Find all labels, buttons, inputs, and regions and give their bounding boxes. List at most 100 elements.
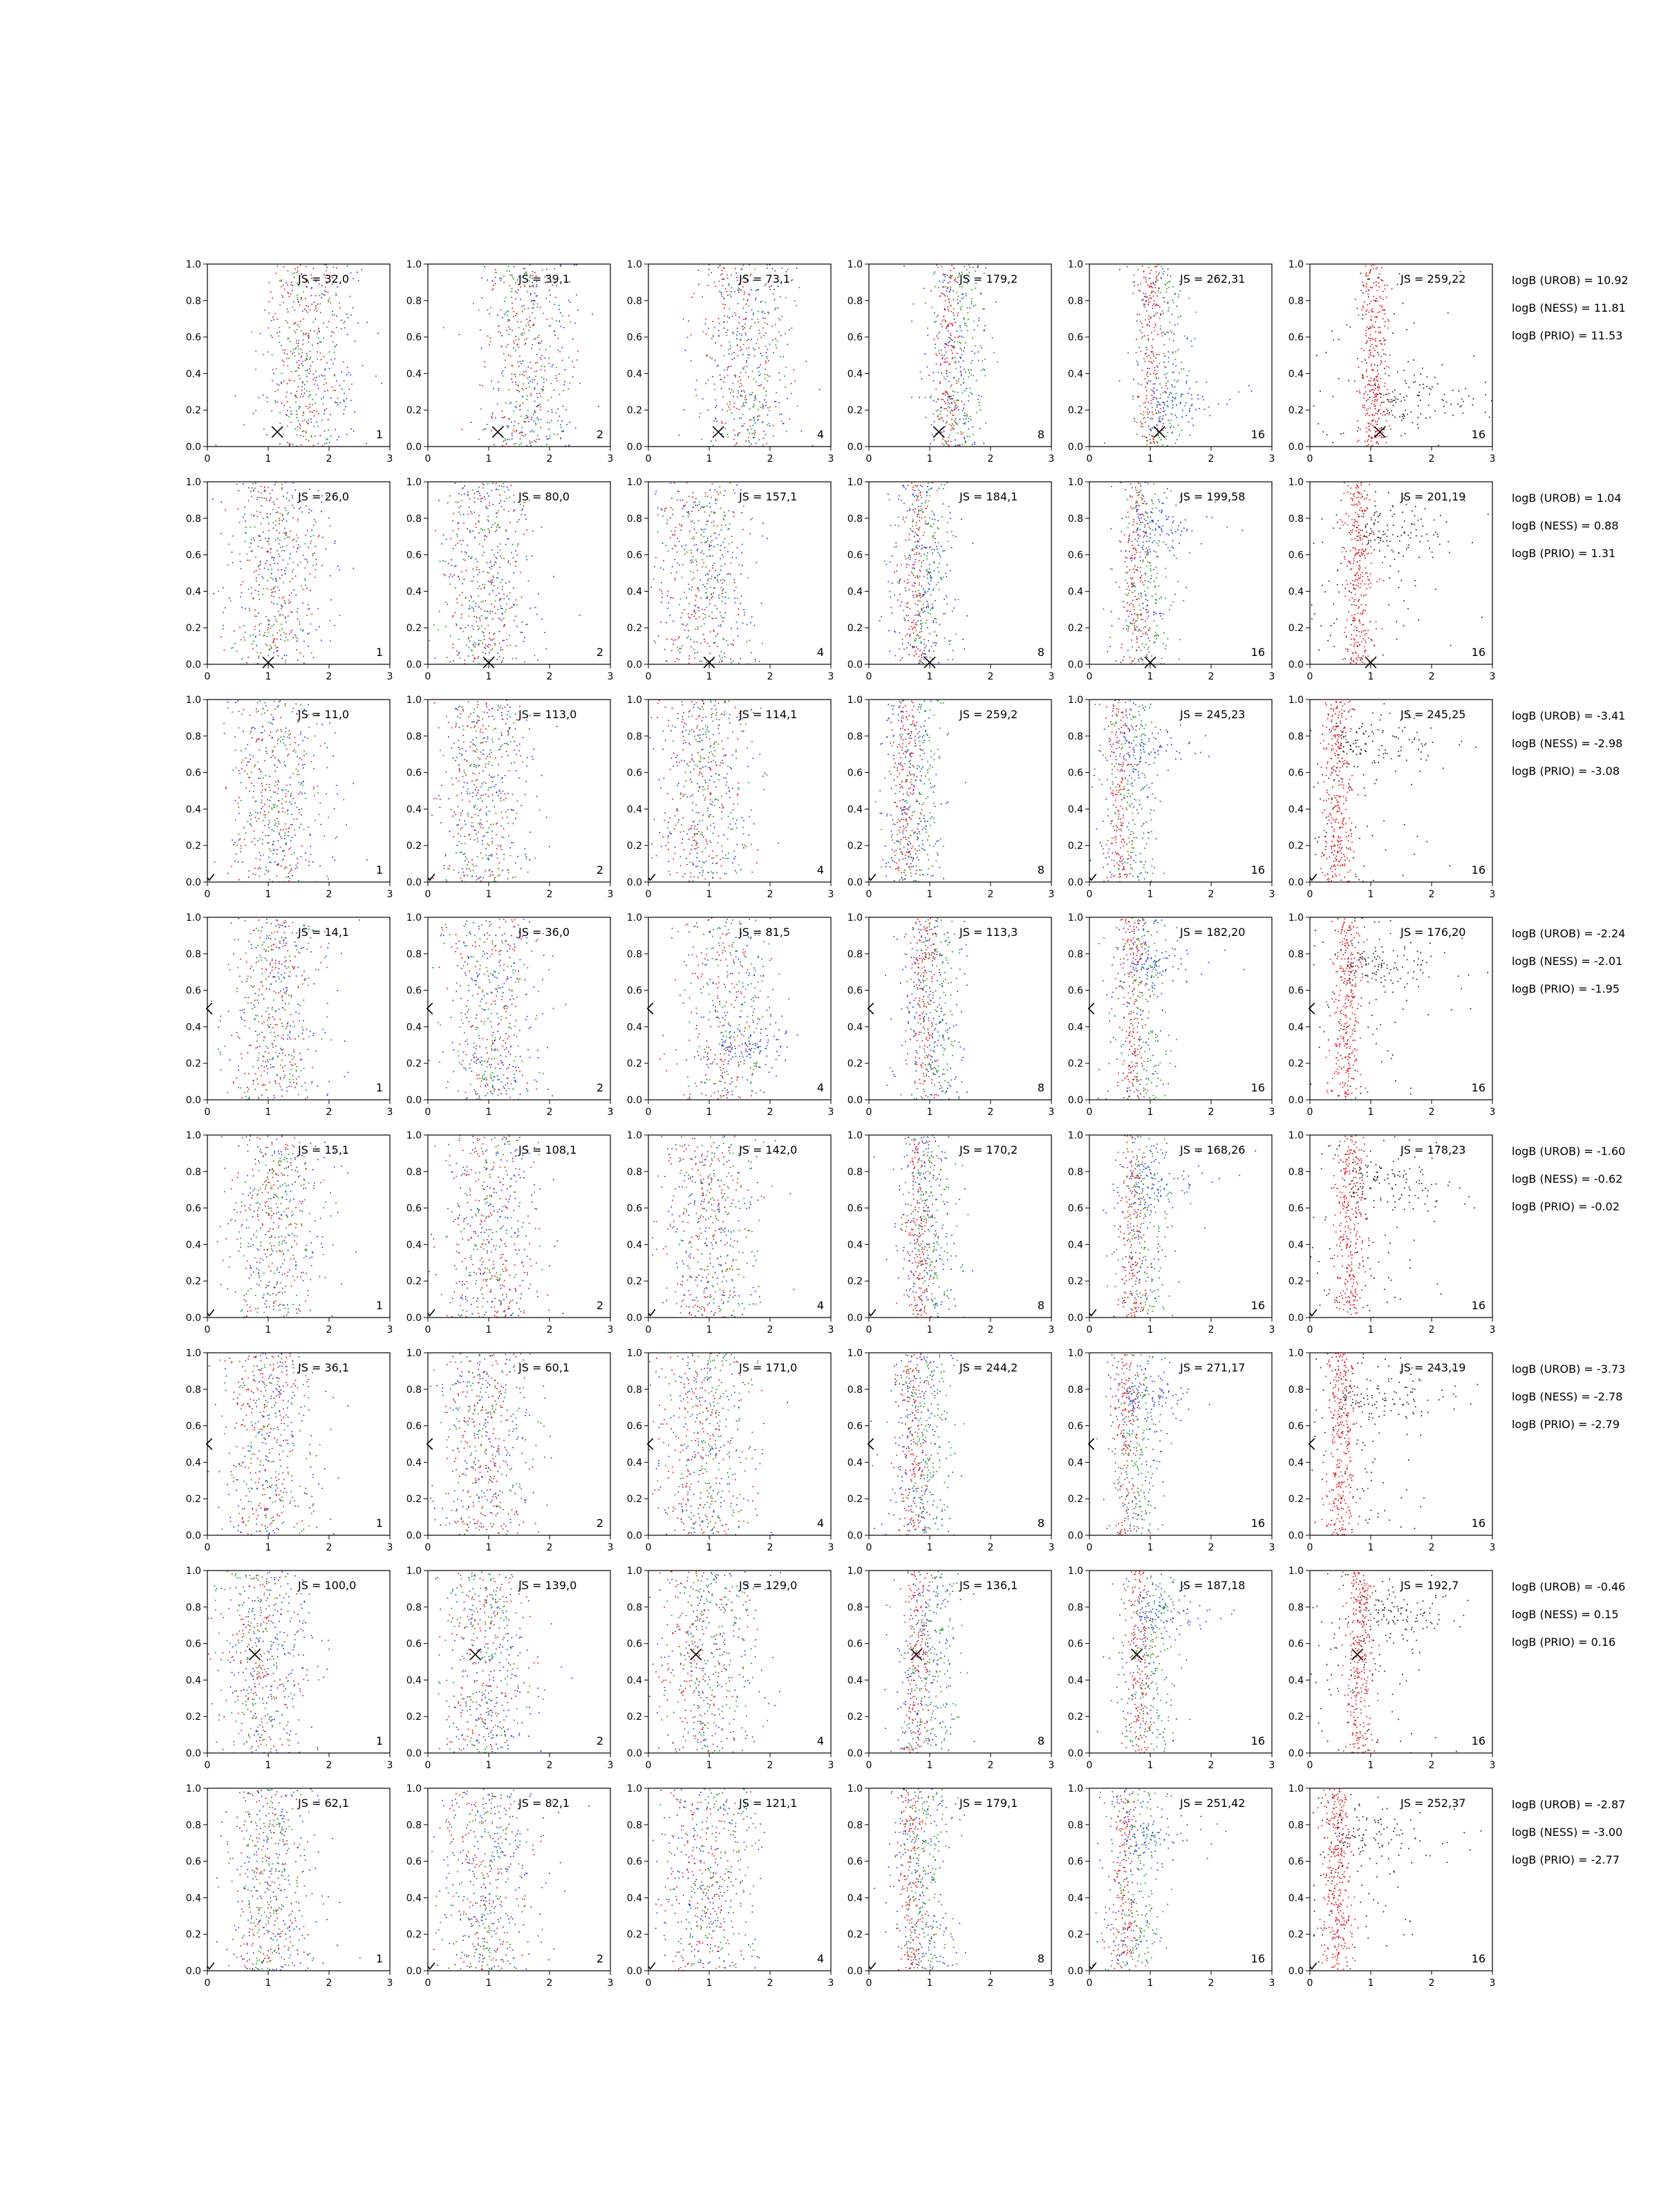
data-point <box>458 512 460 513</box>
data-point <box>697 652 698 653</box>
data-point <box>287 311 289 313</box>
data-point <box>1366 309 1368 311</box>
data-point <box>1426 376 1428 378</box>
data-point <box>315 379 317 382</box>
data-point <box>511 606 513 608</box>
data-point <box>1384 368 1385 369</box>
data-point <box>1146 297 1148 298</box>
data-point <box>1380 360 1382 362</box>
data-point <box>727 410 729 412</box>
data-point <box>948 445 950 447</box>
data-point <box>707 496 709 498</box>
data-point <box>700 552 702 554</box>
data-point <box>497 552 499 554</box>
data-point <box>696 550 698 552</box>
data-point <box>536 303 538 305</box>
data-point <box>956 292 958 294</box>
data-point <box>1369 303 1371 305</box>
data-point <box>268 282 270 283</box>
data-point <box>659 588 661 590</box>
data-point <box>733 644 734 646</box>
data-point <box>285 482 287 483</box>
data-point <box>681 577 683 579</box>
data-point <box>496 272 497 273</box>
data-point <box>294 348 296 350</box>
data-point <box>330 397 332 399</box>
data-point <box>1145 395 1147 397</box>
data-point <box>688 658 690 660</box>
data-point <box>350 400 352 402</box>
data-point <box>941 326 943 328</box>
data-point <box>961 373 962 375</box>
data-point <box>292 443 294 445</box>
data-point <box>1156 424 1157 426</box>
data-point <box>1367 384 1369 386</box>
data-point <box>937 266 939 268</box>
data-point <box>456 623 457 625</box>
data-point <box>662 592 663 594</box>
data-point <box>461 429 462 430</box>
data-point <box>485 648 487 649</box>
data-point <box>548 357 550 359</box>
data-point <box>489 344 490 346</box>
data-point <box>526 418 528 419</box>
data-point <box>564 368 566 371</box>
data-point <box>253 489 254 491</box>
data-point <box>1371 326 1373 328</box>
data-point <box>288 444 290 447</box>
data-point <box>1156 424 1159 427</box>
data-point <box>254 637 256 638</box>
data-point <box>259 536 261 537</box>
data-point <box>473 576 474 577</box>
data-point <box>934 271 935 273</box>
data-point <box>506 270 508 272</box>
data-point <box>1145 279 1147 281</box>
data-point <box>762 327 764 329</box>
data-point <box>541 618 543 620</box>
data-point <box>1381 306 1383 308</box>
data-point <box>536 417 538 419</box>
data-point <box>529 362 531 363</box>
data-point <box>515 282 516 284</box>
data-point <box>1382 411 1384 413</box>
data-point <box>569 382 571 384</box>
data-point <box>487 644 489 646</box>
data-point <box>721 422 723 424</box>
data-point <box>292 272 294 274</box>
data-point <box>298 368 300 369</box>
data-point <box>1143 417 1145 418</box>
data-point <box>306 390 308 392</box>
data-point <box>1156 442 1159 444</box>
data-point <box>317 343 319 344</box>
data-point <box>653 578 655 580</box>
data-point <box>930 424 932 426</box>
data-point <box>919 615 920 617</box>
data-point <box>741 406 743 407</box>
data-point <box>470 595 472 597</box>
data-point <box>974 288 976 289</box>
data-point <box>754 268 756 270</box>
data-point <box>1144 360 1146 362</box>
data-point <box>965 441 966 443</box>
data-point <box>750 622 751 624</box>
data-point <box>313 426 315 428</box>
data-point <box>942 438 944 440</box>
data-point <box>1160 315 1161 316</box>
data-point <box>945 394 946 396</box>
data-point <box>731 556 733 559</box>
data-point <box>944 391 946 393</box>
data-point <box>706 537 709 539</box>
data-point <box>471 597 472 599</box>
data-point <box>516 292 518 294</box>
data-point <box>750 273 752 275</box>
data-point <box>306 305 308 306</box>
data-point <box>520 631 522 633</box>
data-point <box>535 338 536 339</box>
data-point <box>487 521 489 522</box>
data-point <box>738 376 740 377</box>
data-point <box>1154 373 1156 375</box>
data-point <box>279 518 280 520</box>
data-point <box>962 293 963 295</box>
data-point <box>711 357 713 359</box>
data-point <box>666 595 668 597</box>
